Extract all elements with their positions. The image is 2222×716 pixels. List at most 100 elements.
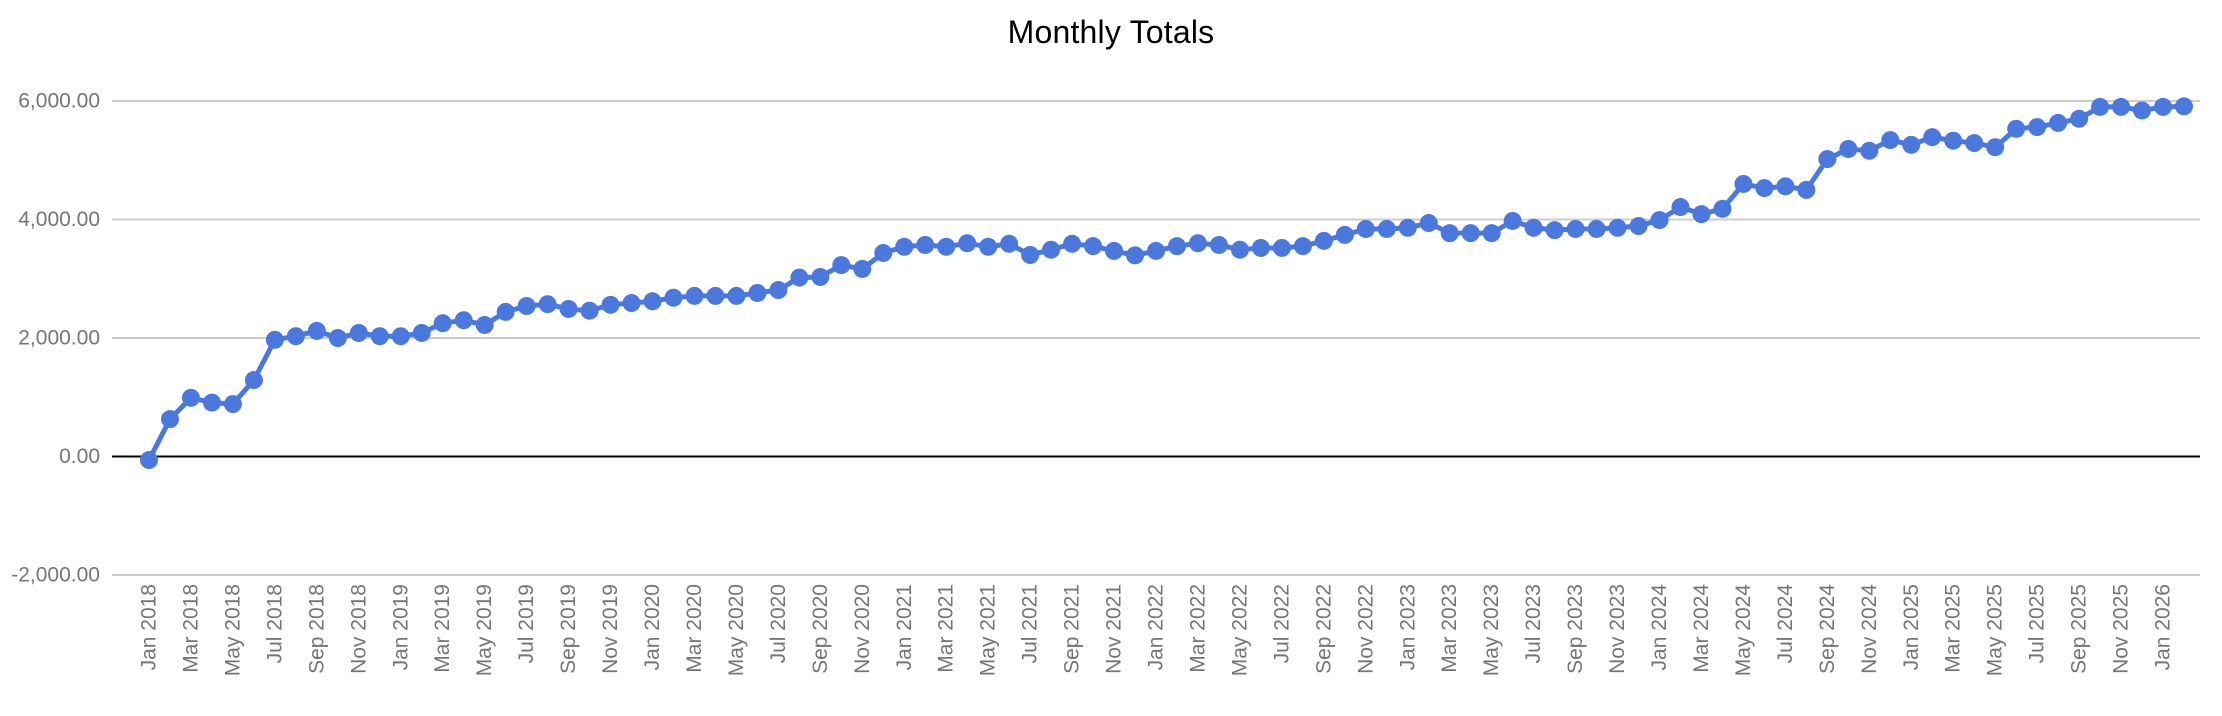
data-point bbox=[391, 327, 410, 346]
data-point bbox=[1356, 219, 1375, 238]
x-axis-tick-label: Nov 2022 bbox=[1354, 584, 1377, 674]
data-point bbox=[1021, 246, 1040, 265]
data-point bbox=[160, 410, 179, 429]
data-point bbox=[181, 388, 200, 407]
data-point bbox=[1986, 138, 2005, 157]
data-point bbox=[244, 371, 263, 390]
data-point bbox=[1755, 179, 1774, 198]
x-axis-tick-label: Sep 2024 bbox=[1816, 584, 1839, 674]
data-point bbox=[937, 237, 956, 256]
data-point bbox=[1860, 141, 1879, 160]
data-point bbox=[1608, 218, 1627, 237]
data-point bbox=[559, 299, 578, 318]
data-point bbox=[1251, 238, 1270, 257]
data-point bbox=[769, 281, 788, 300]
data-point bbox=[1314, 231, 1333, 250]
data-point bbox=[2049, 113, 2068, 132]
x-axis-tick-label: Sep 2021 bbox=[1061, 584, 1084, 674]
x-axis-tick-label: Jan 2020 bbox=[641, 584, 664, 670]
data-point bbox=[916, 235, 935, 254]
data-point bbox=[2112, 97, 2131, 116]
data-point bbox=[1105, 241, 1124, 260]
x-axis-tick-label: Nov 2020 bbox=[851, 584, 874, 674]
data-point bbox=[664, 288, 683, 307]
data-point bbox=[1524, 218, 1543, 237]
data-point bbox=[958, 234, 977, 253]
chart-title: Monthly Totals bbox=[1007, 14, 1215, 50]
data-point bbox=[1881, 131, 1900, 150]
data-point bbox=[727, 286, 746, 305]
x-axis-tick-label: Nov 2018 bbox=[347, 584, 370, 674]
x-axis-tick-label: Nov 2021 bbox=[1103, 584, 1126, 674]
x-axis-tick-label: Mar 2021 bbox=[935, 584, 958, 673]
data-point bbox=[1482, 224, 1501, 243]
x-axis-tick-label: Jan 2025 bbox=[1900, 584, 1923, 670]
trend-line bbox=[146, 103, 2187, 463]
data-point bbox=[412, 323, 431, 342]
data-point bbox=[853, 259, 872, 278]
data-point bbox=[307, 321, 326, 340]
x-axis-tick-label: Nov 2023 bbox=[1606, 584, 1629, 674]
data-point bbox=[1629, 217, 1648, 236]
data-point bbox=[1713, 199, 1732, 218]
x-axis-tick-label: Mar 2019 bbox=[431, 584, 454, 673]
y-axis-tick-label: 2,000.00 bbox=[18, 327, 100, 350]
x-axis-tick-label: Mar 2020 bbox=[683, 584, 706, 673]
data-point bbox=[874, 243, 893, 262]
data-point bbox=[538, 295, 557, 314]
x-axis-tick-label: Jul 2023 bbox=[1522, 584, 1545, 663]
data-point bbox=[1587, 219, 1606, 238]
x-axis-tick-label: Mar 2023 bbox=[1438, 584, 1461, 673]
x-axis-tick-label: May 2024 bbox=[1732, 584, 1755, 677]
data-point bbox=[1000, 234, 1019, 253]
data-point bbox=[1209, 235, 1228, 254]
data-point bbox=[1545, 221, 1564, 240]
data-point bbox=[454, 311, 473, 330]
data-point bbox=[643, 292, 662, 311]
x-axis-tick-label: Jul 2018 bbox=[263, 584, 286, 663]
y-axis-tick-label: -2,000.00 bbox=[11, 564, 100, 587]
data-point bbox=[1734, 174, 1753, 193]
data-point bbox=[475, 315, 494, 334]
x-axis-tick-label: Jan 2026 bbox=[2152, 584, 2175, 670]
x-axis-tick-label: Mar 2022 bbox=[1186, 584, 1209, 673]
data-point bbox=[286, 327, 305, 346]
data-point bbox=[1084, 237, 1103, 256]
x-axis-tick-label: Nov 2019 bbox=[599, 584, 622, 674]
data-point bbox=[349, 323, 368, 342]
x-axis-tick-label: Jan 2023 bbox=[1396, 584, 1419, 670]
data-point bbox=[1776, 177, 1795, 196]
data-point bbox=[832, 256, 851, 275]
data-point bbox=[2028, 118, 2047, 137]
x-axis-tick-label: Mar 2024 bbox=[1690, 584, 1713, 673]
data-point bbox=[790, 268, 809, 287]
data-point bbox=[1650, 211, 1669, 230]
data-point bbox=[1923, 128, 1942, 147]
data-point bbox=[1692, 205, 1711, 224]
x-axis-tick-label: Jan 2019 bbox=[389, 584, 412, 670]
data-point bbox=[580, 301, 599, 320]
x-axis-tick-label: Sep 2022 bbox=[1312, 584, 1335, 674]
data-point bbox=[370, 327, 389, 346]
data-point bbox=[895, 237, 914, 256]
data-point bbox=[1398, 218, 1417, 237]
data-point bbox=[1272, 238, 1291, 257]
data-point bbox=[2070, 109, 2089, 128]
data-point bbox=[1965, 134, 1984, 153]
data-point bbox=[1440, 224, 1459, 243]
data-point bbox=[1126, 246, 1145, 265]
x-axis-tick-label: Nov 2025 bbox=[2110, 584, 2133, 674]
data-point bbox=[622, 294, 641, 313]
data-point bbox=[1335, 225, 1354, 244]
x-axis-tick-label: May 2019 bbox=[473, 584, 496, 676]
data-point bbox=[1377, 219, 1396, 238]
data-point bbox=[517, 297, 536, 316]
data-point bbox=[2154, 97, 2173, 116]
data-point bbox=[140, 451, 158, 470]
data-point bbox=[1839, 139, 1858, 158]
data-point bbox=[433, 314, 452, 333]
data-point bbox=[328, 329, 347, 347]
y-axis-tick-label: 6,000.00 bbox=[18, 90, 100, 113]
